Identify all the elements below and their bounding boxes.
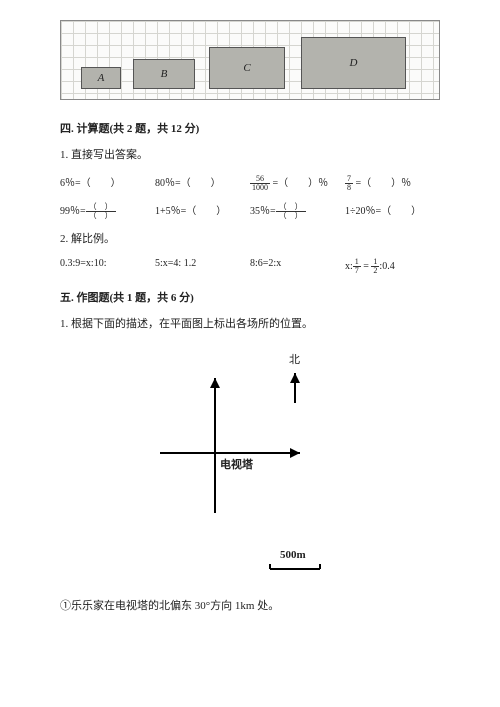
eq-item: 6％=（ ） [60, 174, 155, 192]
north-label: 北 [289, 351, 300, 367]
eq-item: 80％=（ ） [155, 174, 250, 192]
rect-label: A [98, 72, 105, 84]
q4-2-row: 0.3:9=x:10: 5:x=4: 1.2 8:6=2:x x:17 = 12… [60, 258, 440, 275]
q4-2-label: 2. 解比例。 [60, 230, 440, 246]
eq-item: x:17 = 12:0.4 [345, 258, 440, 275]
eq-item: 5:x=4: 1.2 [155, 258, 250, 275]
rect-label: B [161, 68, 168, 80]
eq-item: 99％=（ ）（ ） [60, 202, 155, 220]
fraction: 17 [353, 258, 361, 275]
rect-label: C [243, 62, 250, 74]
fraction: （ ）（ ） [276, 203, 306, 220]
compass-diagram: 北 电视塔 [140, 343, 360, 543]
q4-1-row2: 99％=（ ）（ ） 1+5％=（ ） 35％=（ ）（ ） 1÷20％=（ ） [60, 202, 440, 220]
fraction: 78 [345, 175, 353, 192]
eq-item: 0.3:9=x:10: [60, 258, 155, 275]
eq-item: 1+5％=（ ） [155, 202, 250, 220]
scale-svg [140, 549, 360, 579]
q5-1-label: 1. 根据下面的描述，在平面图上标出各场所的位置。 [60, 315, 440, 331]
rect-label: D [350, 57, 358, 69]
scale-label: 500m [280, 549, 306, 561]
center-label: 电视塔 [220, 456, 253, 472]
rect-grid-diagram: A B C D [60, 20, 440, 100]
rect-d: D [301, 37, 406, 89]
rect-c: C [209, 47, 285, 89]
rect-a: A [81, 67, 121, 89]
scale-bar: 500m [140, 549, 360, 579]
section4-title: 四. 计算题(共 2 题，共 12 分) [60, 120, 440, 136]
eq-item: 8:6=2:x [250, 258, 345, 275]
fraction: 561000 [250, 175, 270, 192]
q5-1-sub1: ①乐乐家在电视塔的北偏东 30°方向 1km 处。 [60, 597, 440, 613]
q4-1-label: 1. 直接写出答案。 [60, 146, 440, 162]
eq-item: 78 =（ ）％ [345, 174, 440, 192]
eq-item: 1÷20％=（ ） [345, 202, 440, 220]
section5-title: 五. 作图题(共 1 题，共 6 分) [60, 289, 440, 305]
compass-svg [140, 343, 360, 543]
q4-1-row1: 6％=（ ） 80％=（ ） 561000 =（ ）％ 78 =（ ）％ [60, 174, 440, 192]
eq-item: 35％=（ ）（ ） [250, 202, 345, 220]
eq-item: 561000 =（ ）％ [250, 174, 345, 192]
fraction: （ ）（ ） [86, 203, 116, 220]
rect-b: B [133, 59, 195, 89]
